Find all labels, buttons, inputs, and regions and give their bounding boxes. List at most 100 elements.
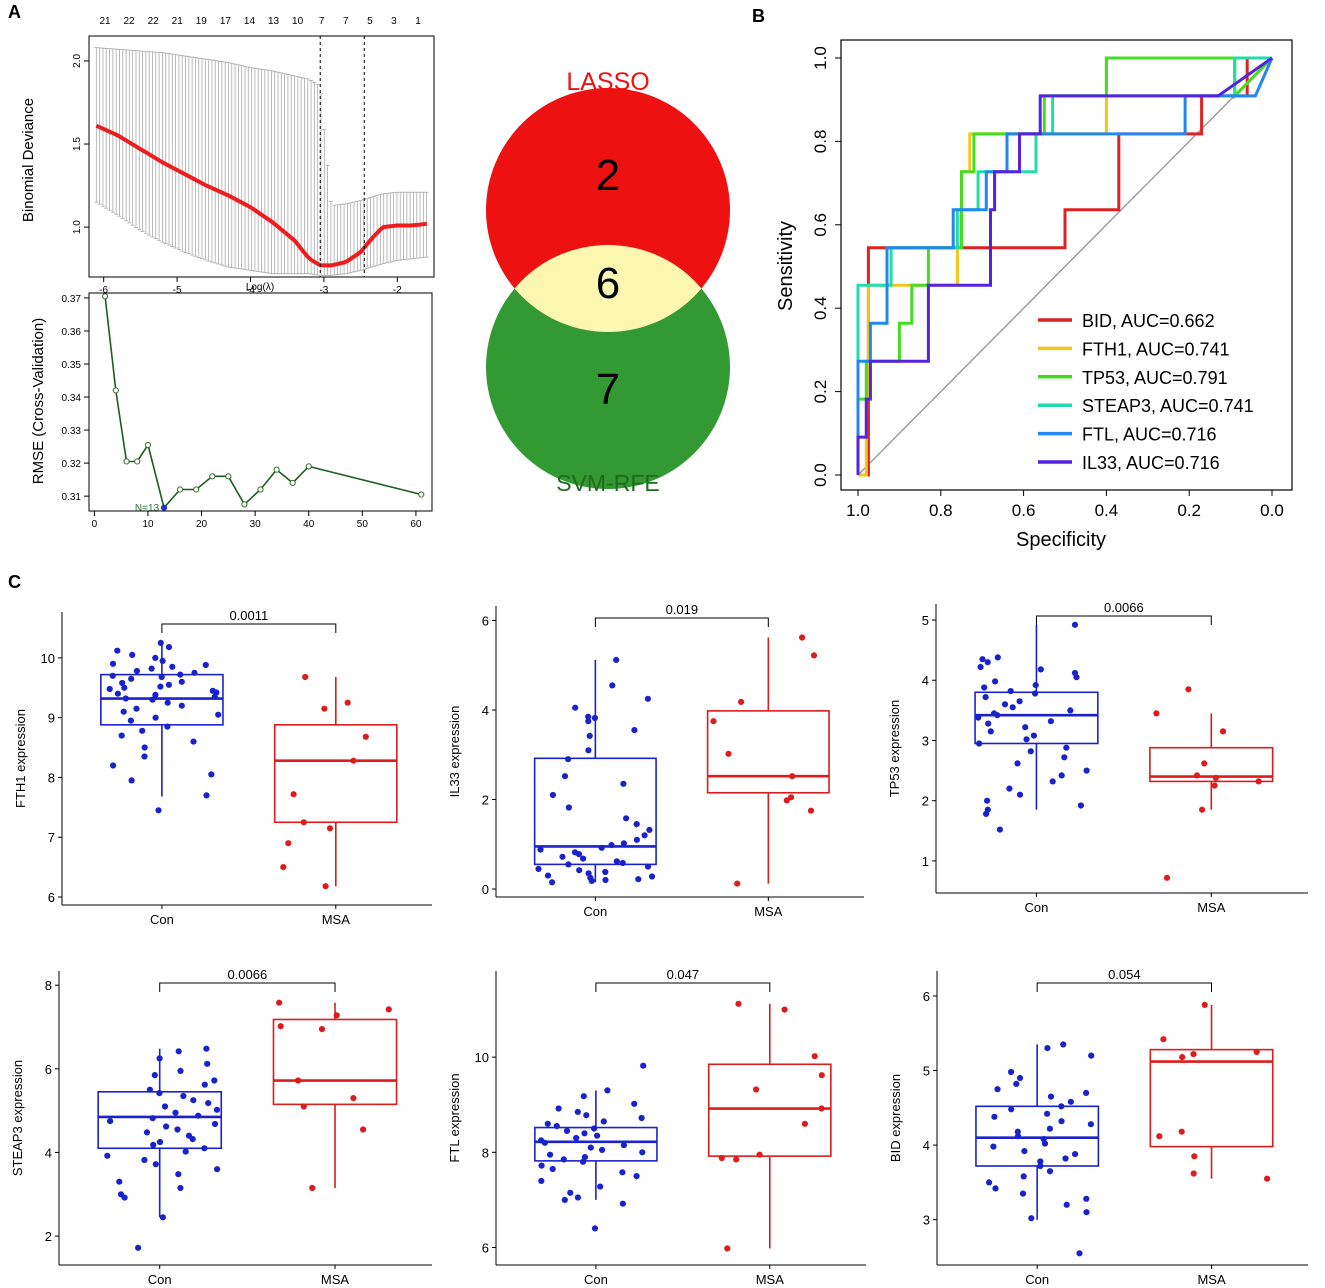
boxplot-point bbox=[1255, 778, 1262, 785]
boxplot-point bbox=[586, 732, 593, 740]
rmse-y-tick-label: 0.32 bbox=[62, 459, 82, 470]
boxplot-point bbox=[567, 1189, 574, 1196]
boxplot-point bbox=[1047, 1093, 1055, 1100]
panel-label-b: B bbox=[752, 6, 765, 26]
boxplot-point bbox=[109, 672, 116, 679]
lasso-top-count: 13 bbox=[268, 16, 280, 27]
lasso-x-tick-label: -4 bbox=[246, 285, 255, 296]
boxplot-point bbox=[121, 1194, 128, 1201]
boxplot-point bbox=[1061, 754, 1068, 761]
boxplot-point bbox=[994, 712, 1001, 719]
boxplot-point bbox=[1021, 1148, 1028, 1155]
lasso-top-count: 1 bbox=[415, 16, 421, 27]
boxplot-point bbox=[121, 684, 128, 691]
rmse-x-tick-label: 20 bbox=[196, 519, 208, 530]
boxplot-y-tick-label: 2 bbox=[45, 1229, 52, 1244]
boxplot-point bbox=[591, 1125, 598, 1132]
boxplot-point bbox=[781, 1006, 788, 1013]
boxplot-point bbox=[1190, 1170, 1197, 1177]
boxplot-point bbox=[599, 1146, 606, 1153]
panel-label-c: C bbox=[8, 572, 21, 592]
boxplot-point bbox=[619, 1200, 627, 1207]
boxplot-point bbox=[753, 1086, 760, 1093]
rmse-point bbox=[209, 473, 216, 480]
boxplot-point bbox=[641, 832, 648, 839]
boxplot-ylabel: BID expression bbox=[888, 1074, 903, 1162]
rmse-ylabel: RMSE (Cross-Validation) bbox=[30, 318, 47, 484]
lasso-y-tick-label: 1.0 bbox=[72, 220, 83, 234]
boxplot-y-tick-label: 0 bbox=[482, 882, 489, 897]
boxplot-point bbox=[591, 714, 599, 722]
boxplot-point bbox=[996, 826, 1004, 833]
boxplot-point bbox=[1044, 1110, 1051, 1117]
boxplot-point bbox=[161, 1103, 169, 1110]
boxplot-point bbox=[1201, 1001, 1208, 1009]
boxplot-panel: 6 8 10 FTL expression Con MSA 0.047 bbox=[447, 967, 866, 1287]
panel-label-a: A bbox=[8, 2, 21, 22]
boxplot-point bbox=[602, 876, 609, 884]
boxplot-point bbox=[561, 1196, 568, 1203]
boxplot-point bbox=[175, 1048, 182, 1055]
roc-y-tick-label: 0.6 bbox=[811, 213, 830, 237]
boxplot-point bbox=[1073, 674, 1080, 681]
boxplot-point bbox=[149, 696, 156, 703]
boxplot-group-label: MSA bbox=[1197, 1272, 1226, 1287]
boxplot-point bbox=[114, 690, 121, 697]
boxplot-point bbox=[807, 807, 815, 814]
boxplot-point bbox=[979, 656, 986, 663]
boxplot-point bbox=[280, 864, 287, 871]
boxplot-panel: 2 4 6 8 STEAP3 expression Con MSA 0.0066 bbox=[10, 967, 432, 1287]
boxplot-point bbox=[146, 1086, 153, 1093]
boxplot-point bbox=[638, 1114, 645, 1122]
roc-legend-label: FTH1, AUC=0.741 bbox=[1082, 339, 1230, 359]
boxplot-point bbox=[633, 1173, 640, 1180]
boxplot-group-label: MSA bbox=[322, 912, 351, 927]
boxplot-point bbox=[600, 1118, 607, 1125]
boxplot-point bbox=[580, 1158, 587, 1165]
boxplot-point bbox=[139, 727, 146, 734]
boxplot-point bbox=[1030, 732, 1037, 739]
boxplot-point bbox=[639, 1149, 646, 1156]
boxplot-pvalue: 0.0011 bbox=[229, 608, 268, 623]
boxplot-point bbox=[201, 1145, 208, 1152]
boxplot-point bbox=[587, 1144, 594, 1151]
lasso-plot-frame bbox=[88, 35, 435, 278]
boxplot-point bbox=[591, 1225, 599, 1232]
boxplot-point bbox=[537, 846, 544, 853]
boxplot-point bbox=[114, 647, 121, 654]
boxplot-point bbox=[538, 1177, 545, 1184]
lasso-top-count: 22 bbox=[148, 16, 160, 27]
boxplot-point bbox=[575, 851, 583, 858]
boxplot-group-label: Con bbox=[584, 1272, 608, 1287]
boxplot-point bbox=[801, 1120, 809, 1127]
boxplot-point bbox=[1201, 760, 1208, 767]
boxplot-point bbox=[165, 681, 172, 688]
boxplot-point bbox=[585, 718, 592, 725]
boxplot-point bbox=[1083, 1089, 1090, 1096]
rmse-point bbox=[289, 479, 296, 487]
venn-overlap bbox=[486, 245, 730, 332]
roc-plot-frame bbox=[840, 39, 1293, 491]
boxplot-point bbox=[159, 657, 166, 665]
boxplot-box bbox=[975, 1105, 1100, 1167]
boxplot-point bbox=[620, 840, 628, 847]
rmse-point bbox=[225, 473, 232, 480]
roc-xlabel: Specificity bbox=[1016, 529, 1106, 551]
boxplot-point bbox=[1058, 1103, 1065, 1110]
boxplot-point bbox=[1037, 1162, 1044, 1170]
rmse-y-tick-label: 0.34 bbox=[62, 393, 82, 404]
boxplot-point bbox=[152, 1161, 159, 1168]
boxplot-group-label: MSA bbox=[1197, 900, 1226, 915]
boxplot-point bbox=[725, 750, 732, 757]
roc-legend-label: STEAP3, AUC=0.741 bbox=[1082, 396, 1254, 416]
rmse-x-tick-label: 0 bbox=[92, 519, 98, 530]
rmse-point bbox=[418, 491, 425, 498]
boxplot-point bbox=[133, 667, 140, 675]
boxplot-point bbox=[169, 663, 176, 670]
boxplot-point bbox=[559, 853, 566, 860]
boxplot-point bbox=[155, 807, 162, 814]
boxplot-point bbox=[189, 1136, 196, 1143]
boxplot-y-tick-label: 2 bbox=[482, 792, 489, 807]
boxplot-point bbox=[295, 1077, 302, 1084]
boxplot-point bbox=[1020, 1173, 1027, 1180]
